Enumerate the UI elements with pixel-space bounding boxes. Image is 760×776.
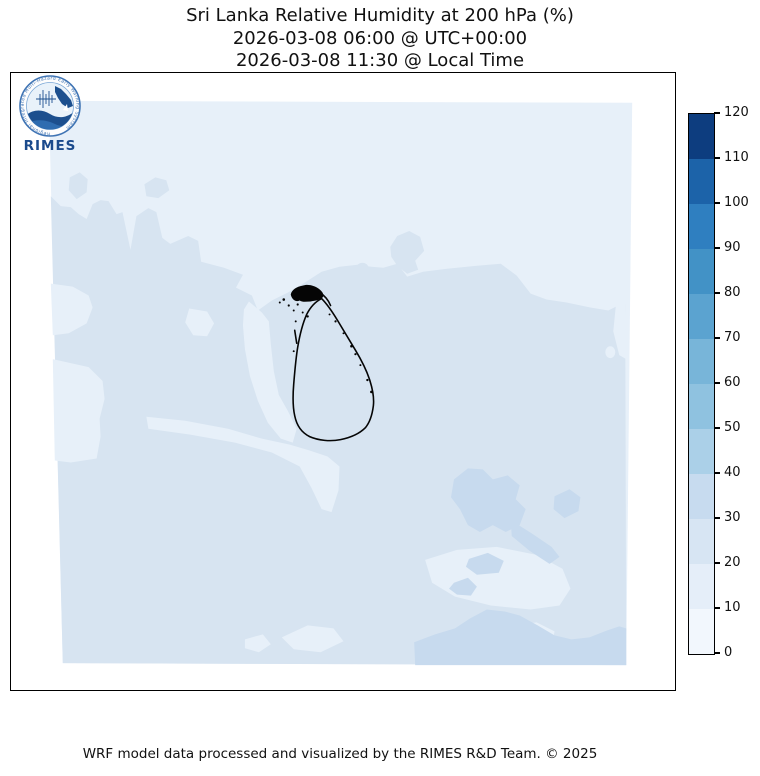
light-pocket <box>281 625 344 653</box>
colorbar-segment <box>689 249 714 294</box>
colorbar-segment <box>689 564 714 609</box>
humidity-band-30-40 <box>451 468 526 533</box>
colorbar-tickmark <box>714 607 720 609</box>
colorbar-tickmark <box>714 472 720 474</box>
colorbar <box>688 113 715 655</box>
colorbar-tickmark <box>714 202 720 204</box>
humidity-blob <box>68 172 88 200</box>
colorbar-ticks: 120 110 100 90 80 70 60 50 40 30 20 10 0 <box>714 106 760 660</box>
colorbar-segment <box>689 159 714 204</box>
humidity-band-30-40 <box>553 489 581 519</box>
colorbar-tick-label: 50 <box>724 420 741 435</box>
light-pocket <box>613 299 627 360</box>
colorbar-segment <box>689 609 714 654</box>
colorbar-tick-label: 10 <box>724 600 741 615</box>
light-pocket <box>605 346 616 359</box>
light-pocket <box>50 283 93 336</box>
colorbar-tick-label: 40 <box>724 465 741 480</box>
title-line-utc: 2026-03-08 06:00 @ UTC+00:00 <box>232 27 528 49</box>
light-pocket <box>242 301 297 443</box>
colorbar-tick-label: 20 <box>724 555 741 570</box>
title-line-local: 2026-03-08 11:30 @ Local Time <box>235 50 525 71</box>
light-pocket <box>146 416 340 513</box>
humidity-band-30-40 <box>414 609 627 666</box>
map-axes: Regional Integrated Multi-Hazard Early W… <box>10 72 676 691</box>
colorbar-tickmark <box>714 427 720 429</box>
colorbar-tickmark <box>714 382 720 384</box>
rimes-logo: Regional Integrated Multi-Hazard Early W… <box>19 75 81 154</box>
colorbar-tickmark <box>714 247 720 249</box>
colorbar-tickmark <box>714 112 720 114</box>
humidity-blob <box>144 177 170 199</box>
colorbar-segment <box>689 339 714 384</box>
figure-title: Sri Lanka Relative Humidity at 200 hPa (… <box>0 5 760 73</box>
title-line-main: Sri Lanka Relative Humidity at 200 hPa (… <box>186 5 574 26</box>
colorbar-segment <box>689 384 714 429</box>
colorbar-segment <box>689 429 714 474</box>
colorbar-tickmark <box>714 292 720 294</box>
colorbar-segment <box>689 204 714 249</box>
humidity-band-30-40 <box>465 552 504 575</box>
light-pocket <box>185 308 215 337</box>
light-pocket <box>244 634 271 653</box>
footer-credit: WRF model data processed and visualized … <box>82 746 598 762</box>
logo-seismograph <box>36 90 56 108</box>
colorbar-tick-label: 30 <box>724 510 741 525</box>
colorbar-segment <box>689 519 714 564</box>
colorbar-tick-label: 60 <box>724 375 741 390</box>
logo-wordmark: RIMES <box>24 138 77 154</box>
colorbar-segment <box>689 474 714 519</box>
light-pocket <box>52 359 105 463</box>
humidity-blob <box>417 298 434 311</box>
colorbar-tickmark <box>714 562 720 564</box>
colorbar-tickmark <box>714 337 720 339</box>
colorbar-tick-label: 90 <box>724 240 741 255</box>
logo-sail <box>63 104 68 111</box>
colorbar-tick-label: 100 <box>724 195 749 210</box>
colorbar-tick-label: 110 <box>724 150 749 165</box>
jaffna-peninsula <box>278 284 373 394</box>
colorbar-tickmark <box>714 517 720 519</box>
colorbar-tickmark <box>714 652 720 654</box>
colorbar-tickmark <box>714 157 720 159</box>
colorbar-segment <box>689 114 714 159</box>
humidity-band-30-40 <box>449 577 477 596</box>
map-field <box>48 100 633 666</box>
colorbar-tick-label: 0 <box>724 645 733 660</box>
humidity-blob <box>356 262 369 273</box>
humidity-blob <box>390 230 425 274</box>
colorbar-tick-label: 80 <box>724 285 741 300</box>
colorbar-tick-label: 120 <box>724 105 749 120</box>
colorbar-tick-label: 70 <box>724 330 741 345</box>
colorbar-segment <box>689 294 714 339</box>
logo-landmass <box>55 86 73 108</box>
humidity-band-30-40 <box>510 520 560 564</box>
